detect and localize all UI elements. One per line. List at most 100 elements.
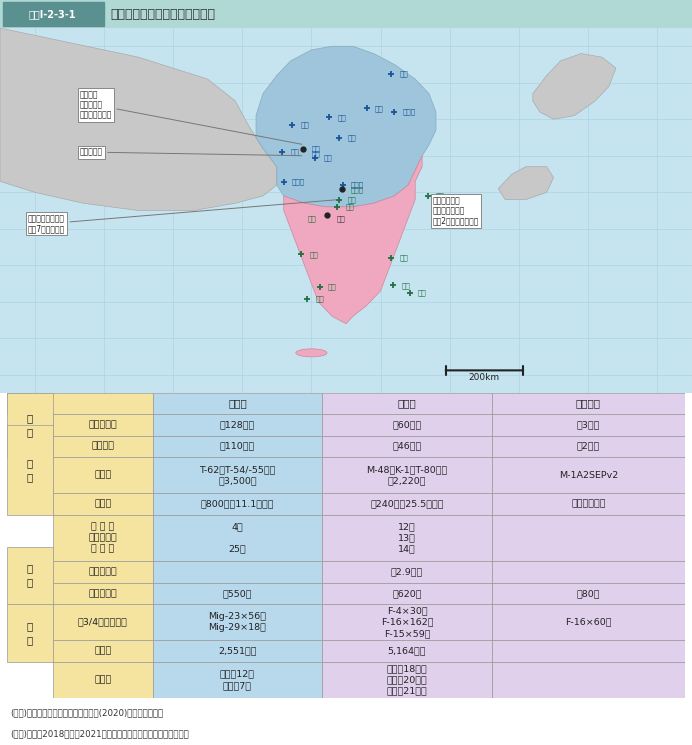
- Text: 戦　車: 戦 車: [94, 471, 111, 480]
- Text: 人　口: 人 口: [94, 647, 111, 656]
- Text: 約60万人: 約60万人: [392, 420, 421, 430]
- Bar: [53, 414, 153, 436]
- Text: 沙串里: 沙串里: [292, 179, 305, 186]
- Ellipse shape: [296, 349, 327, 357]
- Text: 价川: 价川: [300, 121, 309, 128]
- Text: 約110万人: 約110万人: [220, 442, 255, 451]
- Bar: [7, 604, 53, 662]
- Bar: [322, 414, 492, 436]
- Polygon shape: [284, 156, 422, 323]
- Bar: [492, 583, 685, 604]
- Bar: [153, 641, 322, 662]
- Text: 遮潮: 遮潮: [347, 134, 356, 141]
- Bar: [153, 457, 322, 493]
- Text: 2,551万人: 2,551万人: [218, 647, 257, 656]
- Text: 海
軍: 海 軍: [27, 457, 33, 482]
- Text: M-1A2SEPv2: M-1A2SEPv2: [559, 471, 618, 480]
- Bar: [322, 515, 492, 562]
- Text: 支援部隊のみ: 支援部隊のみ: [571, 499, 606, 508]
- Bar: [322, 436, 492, 457]
- Text: 朝鮮半島における軍事力の対峙: 朝鮮半島における軍事力の対峙: [111, 7, 216, 21]
- Text: 約620機: 約620機: [392, 589, 422, 598]
- Bar: [153, 493, 322, 515]
- Text: (注１)資料は「ミリタリー・バランス(2020)」などによる。: (注１)資料は「ミリタリー・バランス(2020)」などによる。: [10, 708, 163, 717]
- Bar: [492, 493, 685, 515]
- Bar: [492, 515, 685, 562]
- Bar: [322, 662, 492, 698]
- Bar: [153, 436, 322, 457]
- Bar: [322, 493, 492, 515]
- Text: 空
軍: 空 軍: [27, 563, 33, 587]
- Bar: [7, 393, 53, 457]
- Text: 約128万人: 約128万人: [220, 420, 255, 430]
- Text: 鎮海: 鎮海: [401, 282, 410, 288]
- Bar: [322, 641, 492, 662]
- Bar: [53, 515, 153, 562]
- Text: Mig-23×56機
Mig-29×18機: Mig-23×56機 Mig-29×18機: [208, 612, 266, 633]
- Text: T-62、T-54/-55など
約3,500両: T-62、T-54/-55など 約3,500両: [199, 465, 275, 485]
- Bar: [322, 457, 492, 493]
- Text: 200km: 200km: [469, 373, 500, 382]
- Bar: [492, 662, 685, 698]
- Text: 約3万人: 約3万人: [576, 420, 600, 430]
- Bar: [153, 393, 322, 414]
- Bar: [153, 583, 322, 604]
- Bar: [7, 425, 53, 515]
- Bar: [153, 604, 322, 641]
- Bar: [492, 414, 685, 436]
- Bar: [53, 436, 153, 457]
- Bar: [322, 583, 492, 604]
- Bar: [53, 662, 153, 698]
- Text: 平壌: 平壌: [311, 146, 320, 153]
- Text: 在韓米軍: 在韓米軍: [576, 399, 601, 409]
- Bar: [153, 662, 322, 698]
- Bar: [153, 414, 322, 436]
- Bar: [7, 547, 53, 604]
- Text: 約550機: 約550機: [223, 589, 253, 598]
- Bar: [53, 457, 153, 493]
- Text: 駆 逍 艦
フリゲート
潜 水 艦: 駆 逍 艦 フリゲート 潜 水 艦: [89, 522, 117, 554]
- Text: 平沢: 平沢: [337, 215, 346, 222]
- Bar: [492, 562, 685, 583]
- Text: 韓　国: 韓 国: [398, 399, 417, 409]
- Text: 陸軍　18か月
海軍　20か月
空軍　21か月: 陸軍 18か月 海軍 20か月 空軍 21か月: [387, 665, 428, 696]
- Text: 約80機: 約80機: [576, 589, 600, 598]
- Text: 中和: 中和: [311, 150, 320, 157]
- Bar: [3, 2, 104, 26]
- Bar: [53, 641, 153, 662]
- Text: ソウル: ソウル: [351, 186, 364, 193]
- Text: 平沢: 平沢: [308, 215, 317, 222]
- Text: 板門店: 板門店: [351, 182, 364, 188]
- Text: 男性　12年
女性　7年: 男性 12年 女性 7年: [220, 670, 255, 690]
- Text: 光州: 光州: [328, 284, 337, 291]
- Text: 総参謀部
海軍司令部
平壌防衛司令部: 総参謀部 海軍司令部 平壌防衛司令部: [80, 90, 302, 145]
- Bar: [492, 604, 685, 641]
- Bar: [153, 515, 322, 562]
- Bar: [492, 641, 685, 662]
- Text: 4隻

25隻: 4隻 25隻: [228, 522, 246, 554]
- Text: F-16×60機: F-16×60機: [565, 618, 612, 627]
- Text: (注２)韓国は2018年から2021年にかけて兵役期間を段階的に短縮中: (注２)韓国は2018年から2021年にかけて兵役期間を段階的に短縮中: [10, 729, 189, 738]
- Polygon shape: [533, 54, 616, 119]
- Bar: [322, 562, 492, 583]
- Text: 水原: 水原: [348, 196, 357, 203]
- Polygon shape: [0, 28, 277, 211]
- Bar: [492, 457, 685, 493]
- Text: 約46万人: 約46万人: [392, 442, 421, 451]
- Text: 約240隻、25.5万トン: 約240隻、25.5万トン: [370, 499, 444, 508]
- Bar: [322, 604, 492, 641]
- Text: F-4×30機
F-16×162機
F-15×59機: F-4×30機 F-16×162機 F-15×59機: [381, 606, 433, 638]
- Text: 墨湖: 墨湖: [436, 193, 445, 199]
- Text: 陸
軍: 陸 軍: [27, 413, 33, 437]
- Text: 海　兵　隊: 海 兵 隊: [89, 568, 117, 577]
- Text: 参
考: 参 考: [27, 621, 33, 645]
- Text: 兵　役: 兵 役: [94, 676, 111, 685]
- Text: 米韓連合軍司令部
米第7空軍司令部: 米韓連合軍司令部 米第7空軍司令部: [28, 200, 336, 233]
- Text: 馬養島: 馬養島: [403, 109, 416, 115]
- Text: 北朝鮮: 北朝鮮: [228, 399, 247, 409]
- Bar: [53, 604, 153, 641]
- Text: 群山: 群山: [309, 251, 318, 258]
- Bar: [53, 562, 153, 583]
- Text: 遼湖: 遼湖: [375, 105, 384, 112]
- Text: 黄州: 黄州: [323, 154, 332, 161]
